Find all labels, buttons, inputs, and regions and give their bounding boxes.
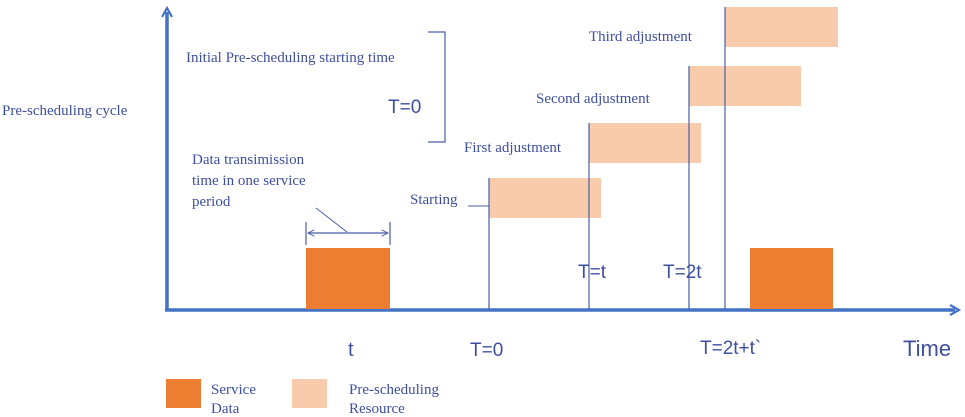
t-zero-top-label: T=0: [388, 97, 421, 118]
service-data-block-2: [750, 248, 833, 309]
data-transmission-label-line2: time in one service: [192, 173, 306, 189]
marker-tt: T=t: [578, 262, 607, 283]
initial-bracket: [428, 31, 446, 143]
legend-resource-swatch: [292, 379, 327, 408]
width-indicator-leader: [315, 207, 348, 233]
resource-block-third: [725, 7, 838, 47]
legend-service-label-line1: Service: [211, 382, 256, 398]
data-transmission-label-line3: period: [192, 194, 231, 210]
marker-t2t: T=2t: [663, 262, 702, 283]
resource-block-first: [589, 123, 701, 163]
marker-t2tt: T=2t+t`: [700, 338, 761, 359]
legend-service-label-line2: Data: [211, 401, 240, 417]
y-axis-label: Pre-scheduling cycle: [2, 103, 128, 119]
legend-service-swatch: [166, 379, 201, 408]
resource-block-starting: [489, 178, 601, 218]
x-axis-label: Time: [903, 336, 951, 361]
initial-starting-label: Initial Pre-scheduling starting time: [186, 50, 395, 66]
stage-label-first: First adjustment: [464, 140, 562, 156]
data-transmission-label-line1: Data transimission: [192, 152, 305, 168]
resource-block-second: [689, 66, 801, 106]
marker-t0: T=0: [470, 340, 503, 361]
legend-resource-label-line1: Pre-scheduling: [349, 382, 439, 398]
stage-label-starting: Starting: [410, 192, 458, 208]
marker-t: t: [348, 339, 354, 361]
service-data-block-1: [306, 248, 390, 309]
stage-label-second: Second adjustment: [536, 91, 651, 107]
legend-resource-label-line2: Resource: [349, 401, 405, 417]
stage-label-third: Third adjustment: [589, 29, 693, 45]
